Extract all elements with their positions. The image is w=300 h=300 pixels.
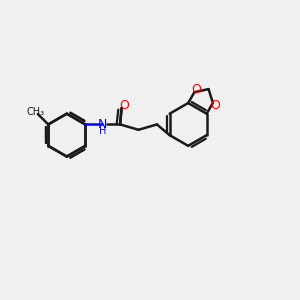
Text: O: O [191,83,201,96]
Text: O: O [210,99,220,112]
Text: O: O [120,99,130,112]
Text: H: H [99,126,106,136]
Text: N: N [98,118,107,131]
Text: CH₃: CH₃ [26,107,44,117]
